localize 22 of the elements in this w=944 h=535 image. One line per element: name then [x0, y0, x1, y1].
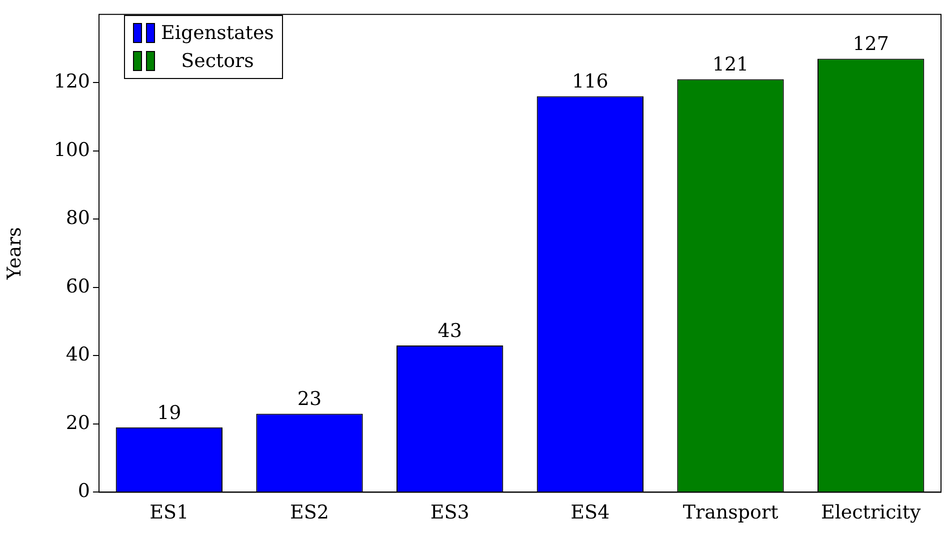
legend-label: Eigenstates [161, 21, 274, 46]
x-tick-label: Transport [682, 502, 779, 524]
y-tick-label: 0 [78, 480, 90, 502]
x-tick-label: ES3 [430, 502, 470, 524]
x-tick-label: Electricity [820, 502, 921, 524]
y-tick-label: 20 [66, 412, 90, 434]
x-tick-label: ES1 [150, 502, 189, 524]
y-axis-title: Years [3, 227, 26, 280]
y-tick-label: 120 [54, 70, 90, 93]
y-tick-label: 40 [66, 344, 90, 366]
data-label: 127 [852, 33, 889, 56]
x-tick-label: ES4 [570, 502, 610, 524]
y-tick-label: 60 [66, 275, 90, 298]
legend-label: Sectors [180, 49, 255, 74]
x-tick-label: ES2 [290, 502, 329, 524]
y-tick-label: 100 [54, 138, 90, 161]
data-label: 116 [572, 70, 608, 93]
data-label: 43 [438, 320, 462, 342]
data-label: 121 [712, 54, 749, 76]
data-label: 19 [157, 402, 182, 424]
y-tick-label: 80 [66, 207, 90, 230]
data-label: 23 [297, 388, 322, 410]
